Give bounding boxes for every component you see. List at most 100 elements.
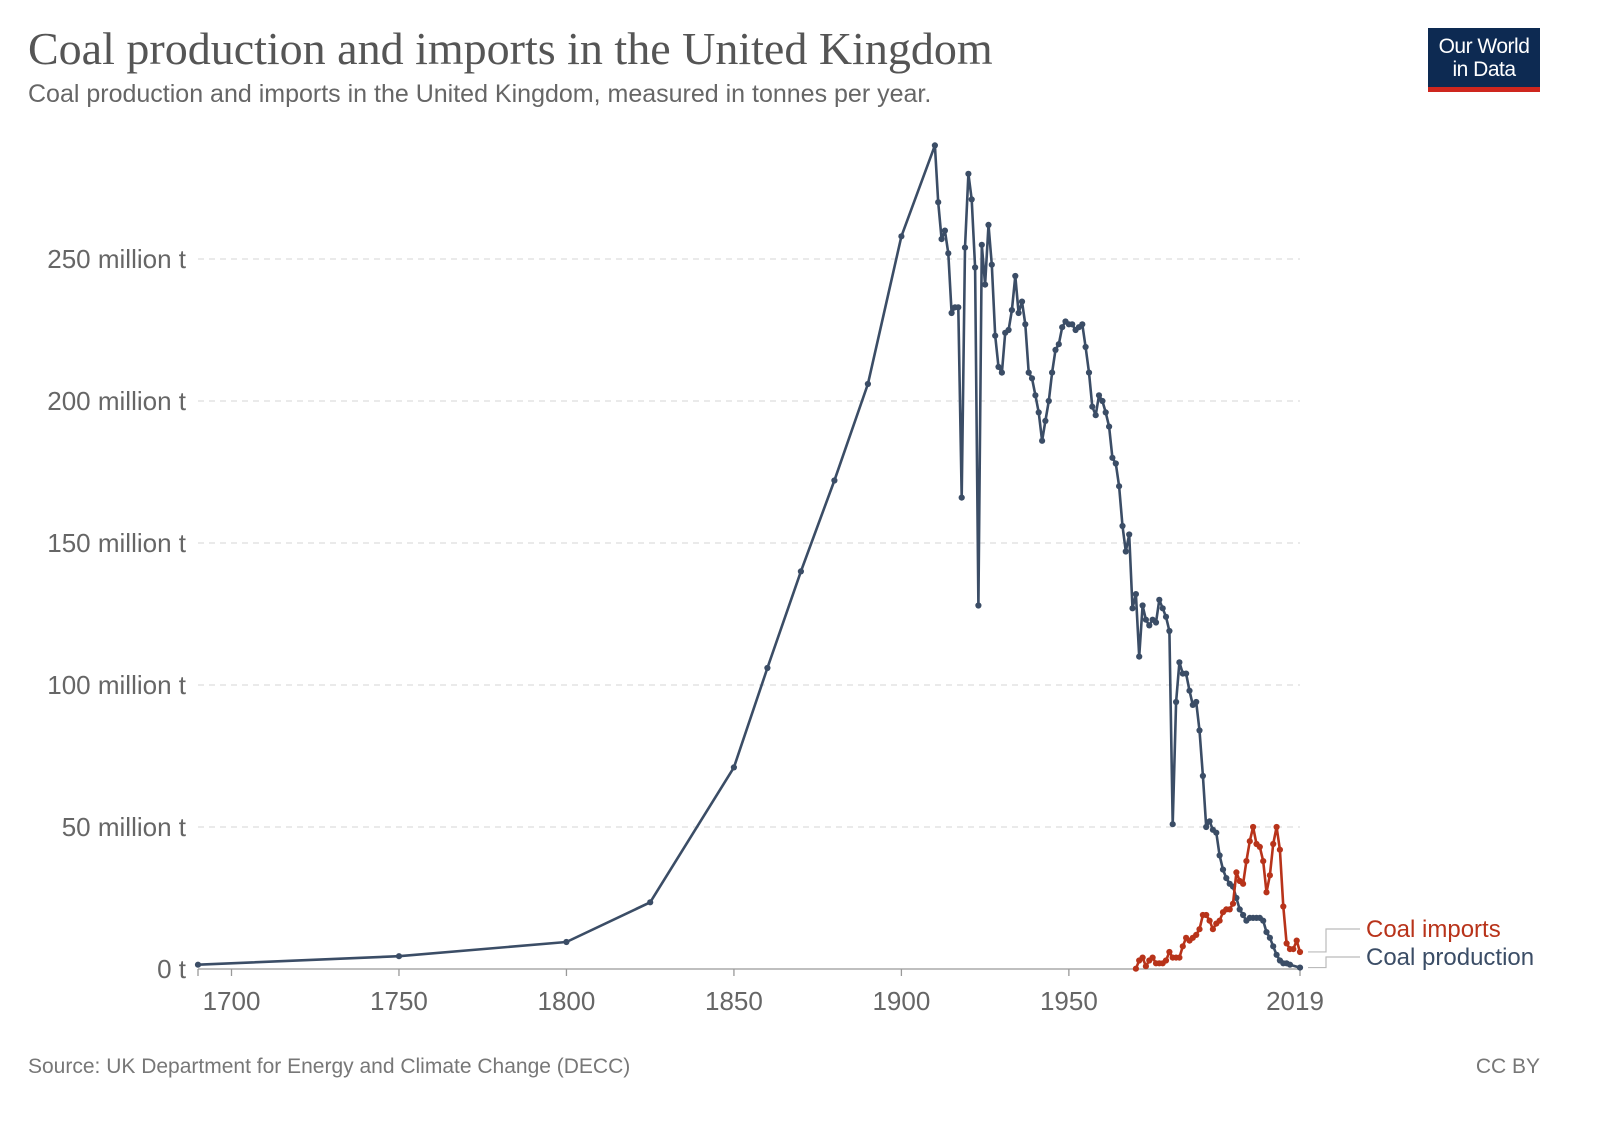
series-line[interactable] <box>197 144 1301 969</box>
data-point[interactable] <box>1270 943 1277 950</box>
data-point[interactable] <box>1166 948 1173 956</box>
data-point[interactable] <box>945 250 952 257</box>
data-point[interactable] <box>1173 698 1180 706</box>
data-point[interactable] <box>1139 954 1146 961</box>
data-point[interactable] <box>1149 954 1156 961</box>
data-point[interactable] <box>1018 298 1026 305</box>
data-point[interactable] <box>1240 911 1247 919</box>
data-point[interactable] <box>1290 946 1297 953</box>
data-point[interactable] <box>1059 324 1066 331</box>
data-point[interactable] <box>1199 772 1206 780</box>
data-point[interactable] <box>898 233 905 240</box>
data-point[interactable] <box>1203 823 1210 831</box>
data-point[interactable] <box>1012 272 1019 280</box>
data-point[interactable] <box>1216 852 1223 859</box>
data-point[interactable] <box>1136 653 1143 660</box>
data-point[interactable] <box>1025 369 1032 376</box>
data-point[interactable] <box>931 142 939 149</box>
data-point[interactable] <box>647 899 654 906</box>
data-point[interactable] <box>1213 829 1220 836</box>
data-point[interactable] <box>1206 818 1213 825</box>
data-point[interactable] <box>1243 858 1250 865</box>
legend-label[interactable]: Coal imports <box>1366 916 1501 943</box>
data-point[interactable] <box>968 196 975 203</box>
data-point[interactable] <box>995 363 1002 370</box>
data-point[interactable] <box>1132 591 1139 598</box>
owid-logo[interactable]: Our World in Data <box>1428 28 1540 92</box>
data-point[interactable] <box>978 241 985 248</box>
data-point[interactable] <box>1162 957 1170 964</box>
data-point[interactable] <box>1042 417 1049 424</box>
data-point[interactable] <box>938 236 945 243</box>
data-point[interactable] <box>1276 846 1283 853</box>
data-point[interactable] <box>1005 326 1012 334</box>
data-point[interactable] <box>1146 622 1153 629</box>
data-point[interactable] <box>764 664 771 672</box>
data-point[interactable] <box>1052 346 1059 353</box>
data-point[interactable] <box>1263 929 1270 936</box>
data-point[interactable] <box>1142 616 1149 623</box>
data-point[interactable] <box>1209 926 1216 933</box>
data-point[interactable] <box>1296 964 1304 971</box>
data-point[interactable] <box>1139 602 1146 609</box>
data-point[interactable] <box>1286 961 1294 968</box>
data-point[interactable] <box>1102 409 1109 416</box>
data-point[interactable] <box>988 261 995 268</box>
data-point[interactable] <box>1015 309 1022 317</box>
data-point[interactable] <box>1049 369 1056 376</box>
data-point[interactable] <box>1176 659 1183 666</box>
data-point[interactable] <box>1206 917 1213 924</box>
data-point[interactable] <box>1085 369 1093 376</box>
data-point[interactable] <box>1099 397 1106 405</box>
data-point[interactable] <box>1270 840 1277 848</box>
data-point[interactable] <box>797 568 805 575</box>
data-point[interactable] <box>1089 403 1096 410</box>
data-point[interactable] <box>1260 858 1267 865</box>
data-point[interactable] <box>1159 605 1166 612</box>
data-point[interactable] <box>935 199 942 206</box>
data-point[interactable] <box>730 764 738 771</box>
data-point[interactable] <box>831 477 838 484</box>
data-point[interactable] <box>1233 869 1240 876</box>
data-point[interactable] <box>1296 948 1304 956</box>
data-point[interactable] <box>985 221 992 228</box>
data-point[interactable] <box>1263 889 1270 896</box>
data-point[interactable] <box>1273 823 1280 831</box>
data-point[interactable] <box>1236 906 1243 913</box>
data-point[interactable] <box>948 309 955 317</box>
data-point[interactable] <box>998 369 1006 376</box>
data-point[interactable] <box>1122 548 1129 555</box>
data-point[interactable] <box>1045 397 1052 405</box>
data-point[interactable] <box>1179 943 1186 950</box>
data-point[interactable] <box>1069 321 1076 328</box>
data-point[interactable] <box>1273 951 1280 958</box>
data-point[interactable] <box>1119 522 1126 530</box>
data-point[interactable] <box>965 170 972 177</box>
data-point[interactable] <box>1229 900 1237 907</box>
data-point[interactable] <box>1082 343 1089 351</box>
data-point[interactable] <box>1109 454 1116 461</box>
data-point[interactable] <box>1079 321 1086 328</box>
data-point[interactable] <box>864 380 872 388</box>
legend-label[interactable]: Coal production <box>1366 944 1534 971</box>
data-point[interactable] <box>1039 437 1046 444</box>
data-point[interactable] <box>1266 872 1273 879</box>
data-point[interactable] <box>1162 613 1170 620</box>
data-point[interactable] <box>972 264 979 271</box>
data-point[interactable] <box>992 332 999 339</box>
data-point[interactable] <box>1250 823 1257 831</box>
data-point[interactable] <box>1256 843 1263 851</box>
data-point[interactable] <box>1196 926 1203 933</box>
data-point[interactable] <box>1126 531 1133 538</box>
data-point[interactable] <box>1008 307 1016 314</box>
data-point[interactable] <box>1035 409 1042 416</box>
data-point[interactable] <box>1092 412 1099 419</box>
data-point[interactable] <box>1142 963 1149 970</box>
data-point[interactable] <box>1283 940 1290 947</box>
data-point[interactable] <box>1152 619 1160 626</box>
data-point[interactable] <box>1106 423 1113 430</box>
data-point[interactable] <box>1193 698 1200 706</box>
data-point[interactable] <box>1186 687 1193 694</box>
data-point[interactable] <box>1260 917 1267 924</box>
data-point[interactable] <box>1095 392 1103 399</box>
